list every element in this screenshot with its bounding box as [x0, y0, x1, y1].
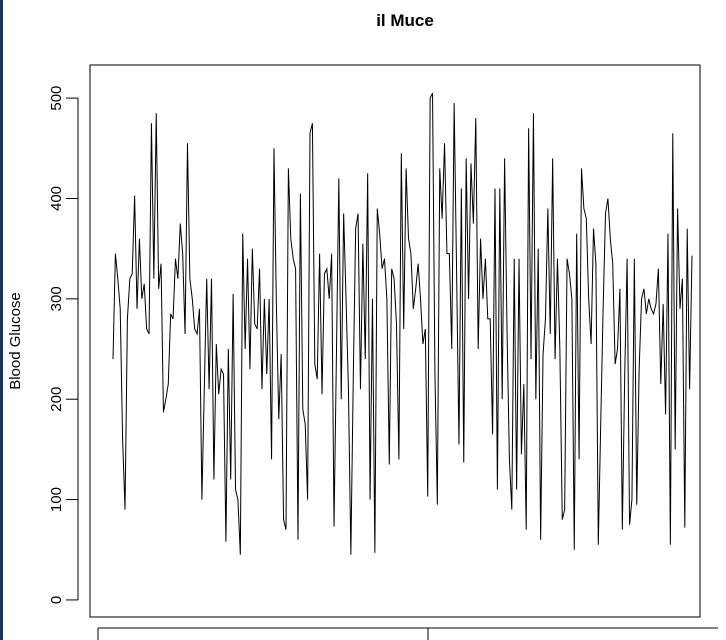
plot-box	[89, 64, 701, 618]
y-tick-label: 200	[48, 387, 65, 412]
y-tick-label: 300	[48, 286, 65, 311]
chart-title: il Muce	[376, 11, 434, 30]
y-tick-label: 0	[48, 596, 65, 604]
y-tick-label: 400	[48, 186, 65, 211]
y-axis-label: Blood Glucose	[7, 292, 24, 390]
window-edge	[0, 0, 3, 640]
y-tick-label: 100	[48, 487, 65, 512]
y-tick-label: 500	[48, 86, 65, 111]
data-line	[112, 92, 693, 555]
